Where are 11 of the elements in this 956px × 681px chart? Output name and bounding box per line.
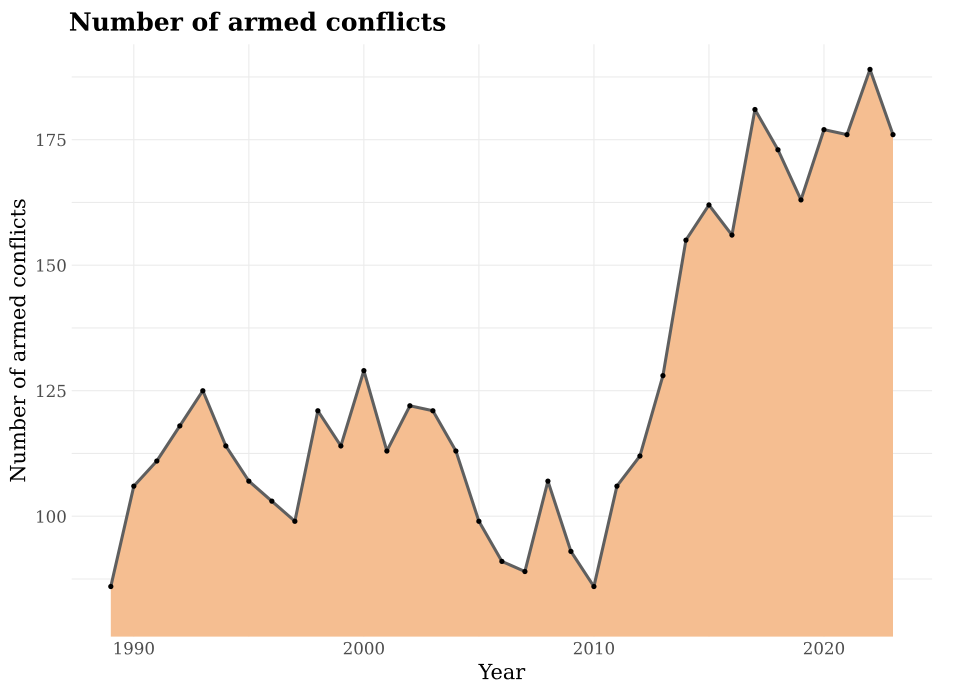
x-tick-label: 1990 (114, 642, 154, 654)
x-tick-label: 2020 (804, 642, 844, 654)
chart-title: Number of armed conflicts (70, 12, 446, 31)
y-tick-label: 125 (37, 384, 66, 398)
y-axis-title: Number of armed conflicts (9, 199, 26, 482)
y-tick-label: 150 (37, 259, 66, 272)
y-tick-label: 175 (37, 134, 66, 146)
x-axis-title: Year (478, 664, 526, 680)
y-tick-label: 100 (37, 510, 66, 523)
x-tick-label: 2010 (574, 642, 614, 654)
x-tick-label: 2000 (344, 642, 384, 654)
